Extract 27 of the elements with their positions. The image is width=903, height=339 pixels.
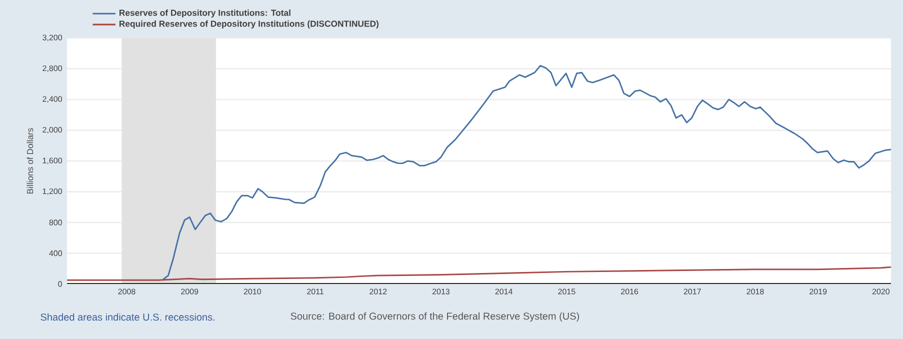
x-tick-label: 2011 <box>307 288 324 294</box>
y-axis-title: Billions of Dollars <box>26 128 34 194</box>
x-tick-label: 2020 <box>872 288 890 294</box>
x-tick-label: 2015 <box>558 288 576 294</box>
x-tick-label: 2018 <box>746 288 764 294</box>
source-note: Source: Board of Governors of the Federal Reserve System (US) <box>290 312 580 322</box>
y-tick-label: 3,200 <box>42 34 62 42</box>
text: Shaded areas indicate U.S. recessions. <box>40 313 214 321</box>
x-tick-label: 2017 <box>684 288 701 294</box>
legend-label: Required Reserves of Depository Institutions (DISCONTINUED) <box>119 20 378 29</box>
x-tick-label: 2012 <box>370 288 387 294</box>
x-tick-label: 2009 <box>181 288 198 294</box>
y-tick-label: 0 <box>58 281 62 287</box>
x-tick-label: 2019 <box>810 288 827 294</box>
x-tick-label: 2013 <box>432 288 450 294</box>
x-tick-label: 2016 <box>621 288 638 294</box>
y-tick-label: 2,400 <box>42 96 62 103</box>
y-tick-label: 2,000 <box>42 126 62 134</box>
y-tick-label: 2,800 <box>42 65 62 72</box>
y-tick-label: 1,600 <box>42 158 62 164</box>
y-tick-label: 800 <box>49 220 62 226</box>
x-tick-label: 2014 <box>495 288 512 294</box>
x-tick-label: 2008 <box>118 288 136 294</box>
legend-label: Reserves of Depository Institutions: Total <box>119 9 290 18</box>
y-tick-label: 400 <box>49 250 62 256</box>
x-tick-label: 2010 <box>244 288 262 294</box>
y-tick-label: 1,200 <box>42 188 62 196</box>
